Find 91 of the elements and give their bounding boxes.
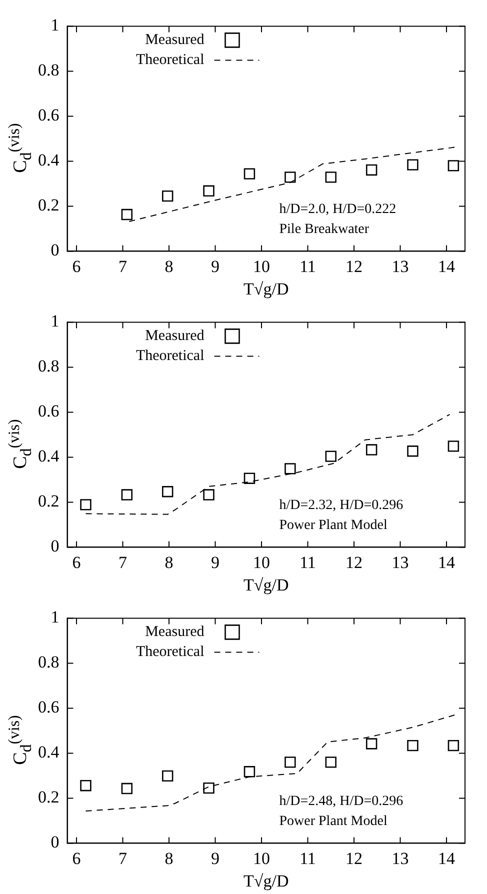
point: [284, 172, 296, 183]
x-tick-label: 13: [392, 848, 409, 868]
point: [407, 159, 418, 170]
y-tick-label: 0.2: [38, 196, 60, 215]
point: [325, 756, 336, 768]
annotation: Power Plant Model: [279, 814, 388, 829]
x-tick-label: 12: [346, 552, 362, 572]
annotation: Pile Breakwater: [279, 222, 370, 237]
line-series: [85, 714, 456, 812]
x-tick-label: 8: [164, 552, 174, 572]
annotation: h/D=2.32, H/D=0.296: [279, 498, 404, 513]
y-tick-label: 0: [50, 240, 60, 260]
x-tick-label: 9: [211, 552, 220, 572]
x-tick-label: 12: [346, 848, 362, 868]
y-tick-label: 0.8: [38, 356, 60, 376]
y-tick-label: 0.2: [38, 492, 60, 511]
y-tick-label: 0.6: [38, 106, 60, 125]
y-tick-label: 0: [50, 832, 60, 852]
point: [203, 782, 214, 794]
y-tick-label: 0.8: [38, 60, 60, 80]
legend-label: Theoretical: [136, 644, 204, 660]
point: [407, 740, 418, 752]
annotation: Power Plant Model: [279, 518, 388, 533]
x-tick-label: 7: [118, 552, 128, 572]
point: [284, 756, 296, 768]
point: [244, 766, 256, 778]
x-tick-label: 10: [253, 552, 270, 572]
x-tick-label: 6: [72, 848, 81, 868]
x-tick-label: 6: [72, 552, 81, 572]
point: [325, 450, 336, 462]
y-tick-label: 1: [50, 312, 60, 331]
point: [244, 472, 256, 484]
point: [366, 738, 378, 750]
x-tick-label: 10: [253, 256, 270, 276]
point: [366, 164, 378, 176]
x-tick-label: 13: [392, 552, 409, 572]
point: [366, 444, 378, 456]
point: [448, 440, 460, 452]
point: [162, 190, 174, 202]
point: [121, 782, 133, 794]
legend-label: Theoretical: [136, 348, 204, 364]
y-tick-label: 0: [50, 536, 60, 556]
x-tick-label: 8: [164, 256, 174, 276]
y-tick-label: 1: [50, 608, 60, 627]
point: [203, 489, 214, 500]
x-tick-label: 9: [211, 256, 220, 276]
y-tick-label: 0.6: [38, 402, 60, 421]
annotation: h/D=2.48, H/D=0.296: [279, 794, 404, 809]
x-tick-label: 10: [253, 848, 270, 868]
legend-label: Measured: [145, 624, 205, 640]
point: [407, 446, 418, 457]
point: [121, 208, 133, 220]
y-tick-label: 0.4: [38, 150, 60, 170]
x-tick-label: 14: [438, 552, 456, 572]
y-tick-label: 0.6: [38, 698, 60, 717]
legend-label: Theoretical: [136, 52, 204, 68]
x-tick-label: 11: [300, 552, 316, 572]
y-tick-label: 0.2: [38, 788, 60, 807]
x-tick-label: 7: [118, 848, 128, 868]
x-tick-label: 14: [438, 256, 456, 276]
point: [162, 486, 174, 498]
point: [244, 168, 256, 180]
x-tick-label: 14: [438, 848, 456, 868]
point: [448, 740, 460, 752]
point: [448, 160, 460, 172]
point: [80, 780, 92, 792]
x-tick-label: 7: [118, 256, 128, 276]
x-tick-label: 11: [300, 848, 316, 868]
x-axis-title: T√g/D: [244, 279, 289, 298]
legend-label: Measured: [145, 32, 205, 48]
x-tick-label: 9: [211, 848, 220, 868]
x-axis-title: T√g/D: [244, 871, 289, 890]
x-tick-label: 13: [392, 256, 409, 276]
y-tick-label: 0.4: [38, 446, 60, 466]
x-tick-label: 8: [164, 848, 174, 868]
point: [325, 172, 336, 183]
point: [162, 770, 174, 782]
point: [121, 489, 133, 500]
annotation: h/D=2.0, H/D=0.222: [279, 202, 396, 217]
x-tick-label: 6: [72, 256, 81, 276]
point: [80, 499, 92, 510]
point: [203, 185, 214, 196]
y-tick-label: 0.8: [38, 652, 60, 672]
x-tick-label: 11: [300, 256, 316, 276]
point: [284, 463, 296, 474]
y-tick-label: 0.4: [38, 742, 60, 762]
x-tick-label: 12: [346, 256, 362, 276]
y-tick-label: 1: [50, 16, 60, 35]
line-series: [85, 414, 450, 515]
legend-label: Measured: [145, 328, 205, 344]
x-axis-title: T√g/D: [244, 575, 289, 594]
